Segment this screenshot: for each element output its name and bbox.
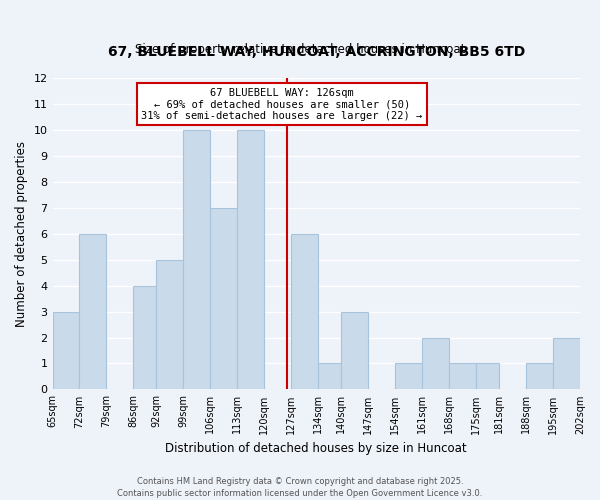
Bar (449, 364, 476, 390)
Text: 67 BLUEBELL WAY: 126sqm
← 69% of detached houses are smaller (50)
31% of semi-de: 67 BLUEBELL WAY: 126sqm ← 69% of detache… (142, 88, 422, 121)
Bar (53, 312, 79, 390)
Bar (238, 130, 264, 390)
Bar (79, 234, 106, 390)
Bar (133, 286, 157, 390)
Bar (395, 364, 422, 390)
Bar (184, 130, 211, 390)
Text: Size of property relative to detached houses in Huncoat: Size of property relative to detached ho… (135, 42, 465, 56)
Bar (318, 364, 341, 390)
Text: Contains HM Land Registry data © Crown copyright and database right 2025.
Contai: Contains HM Land Registry data © Crown c… (118, 476, 482, 498)
Y-axis label: Number of detached properties: Number of detached properties (15, 141, 28, 327)
Bar (211, 208, 238, 390)
Bar (422, 338, 449, 390)
Bar (526, 364, 553, 390)
Title: 67, BLUEBELL WAY, HUNCOAT, ACCRINGTON, BB5 6TD: 67, BLUEBELL WAY, HUNCOAT, ACCRINGTON, B… (107, 45, 525, 59)
Bar (476, 364, 499, 390)
Bar (291, 234, 318, 390)
Bar (341, 312, 368, 390)
Bar (157, 260, 184, 390)
X-axis label: Distribution of detached houses by size in Huncoat: Distribution of detached houses by size … (166, 442, 467, 455)
Bar (553, 338, 580, 390)
